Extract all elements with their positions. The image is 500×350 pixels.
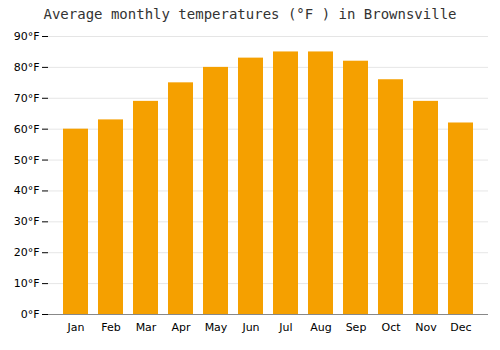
svg-text:40°F: 40°F	[14, 184, 40, 197]
svg-text:May: May	[205, 321, 228, 334]
svg-text:Feb: Feb	[101, 321, 120, 334]
svg-text:60°F: 60°F	[14, 123, 40, 136]
svg-text:Jun: Jun	[241, 321, 259, 334]
svg-text:Oct: Oct	[381, 321, 401, 334]
svg-text:Sep: Sep	[346, 321, 367, 334]
svg-text:0°F: 0°F	[21, 308, 40, 321]
svg-text:50°F: 50°F	[14, 154, 40, 167]
svg-text:Mar: Mar	[136, 321, 157, 334]
svg-text:70°F: 70°F	[14, 92, 40, 105]
svg-text:Jan: Jan	[67, 321, 85, 334]
svg-text:Jul: Jul	[278, 321, 292, 334]
svg-text:Nov: Nov	[415, 321, 437, 334]
svg-text:10°F: 10°F	[14, 277, 40, 290]
html-text:Average monthly temperatures (: Average monthly temperatures (°F ) in Br…	[43, 6, 457, 22]
svg-text:20°F: 20°F	[14, 246, 40, 259]
svg-text:80°F: 80°F	[14, 61, 40, 74]
svg-text:Dec: Dec	[450, 321, 471, 334]
svg-text:30°F: 30°F	[14, 215, 40, 228]
svg-text:Aug: Aug	[310, 321, 331, 334]
svg-text:90°F: 90°F	[14, 30, 40, 43]
svg-text:Apr: Apr	[171, 321, 191, 334]
